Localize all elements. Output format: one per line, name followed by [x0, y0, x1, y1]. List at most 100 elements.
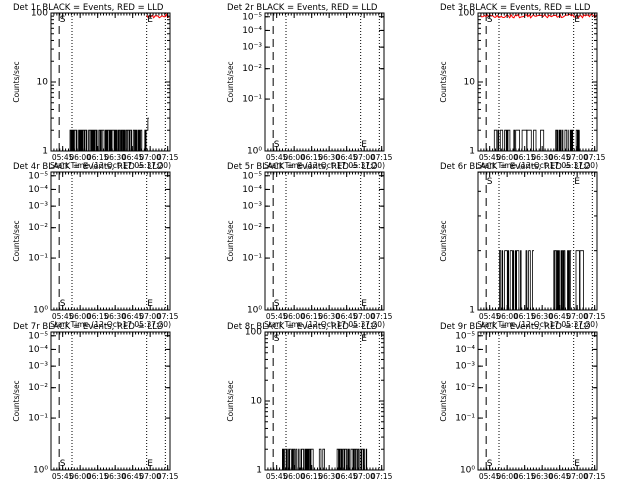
y-tick-label: 10	[37, 78, 49, 88]
end-marker-label: E	[361, 299, 367, 309]
end-marker-label: E	[361, 334, 367, 344]
chart-title: Det 1r BLACK = Events, RED = LLD	[13, 3, 164, 13]
start-marker-label: S	[274, 299, 280, 309]
x-tick-label: 05:45	[479, 153, 501, 162]
y-axis-label: Counts/sec	[226, 380, 235, 421]
y-tick-label: 10⁻⁴	[242, 26, 262, 36]
end-marker-label: E	[361, 140, 367, 150]
x-tick-label: 06:15	[301, 472, 323, 480]
plot-frame	[50, 171, 171, 311]
x-tick-label: 06:00	[283, 153, 305, 162]
y-tick-label: 10⁰	[247, 147, 262, 157]
end-marker-label: E	[574, 459, 580, 469]
x-tick-label: 06:45	[336, 312, 358, 321]
y-tick-label: 10⁻²	[455, 383, 475, 393]
y-axis-label: Counts/sec	[439, 61, 448, 102]
x-tick-label: 07:15	[157, 312, 179, 321]
y-tick-label: 10⁻³	[455, 362, 475, 372]
chart-panel-6: Det 6r BLACK = Events, RED = LLD Counts/s…	[439, 162, 606, 329]
event-trace-segment-2	[314, 448, 326, 471]
x-tick-label: 06:15	[514, 153, 536, 162]
y-tick-label: 10⁻³	[242, 202, 262, 212]
y-tick-label: 10⁻⁵	[242, 171, 262, 181]
chart-title: Det 9r BLACK = Events, RED = LLD	[440, 322, 591, 332]
x-tick-label: 05:45	[479, 312, 501, 321]
x-tick-label: 05:45	[266, 312, 288, 321]
y-tick-label: 10⁻²	[242, 223, 262, 233]
y-tick-label: 10⁻⁴	[28, 185, 48, 195]
x-tick-label: 07:15	[584, 153, 606, 162]
x-tick-label: 05:45	[52, 472, 74, 480]
y-tick-label: 10⁰	[33, 306, 48, 316]
chart-panel-3: Det 3r BLACK = Events, RED = LLD Counts/s…	[439, 3, 606, 170]
x-tick-label: 07:00	[566, 312, 588, 321]
end-marker-label: E	[147, 15, 153, 25]
y-tick-label: 10⁻²	[242, 64, 262, 74]
x-axis-label: Start Time (12-Oct-17 05:37:20)	[50, 320, 171, 329]
x-tick-label: 06:45	[336, 472, 358, 480]
x-tick-label: 06:00	[496, 312, 518, 321]
plot-frame	[477, 171, 598, 311]
y-tick-label: 1	[469, 306, 475, 316]
y-axis-label: Counts/sec	[12, 61, 21, 102]
x-tick-label: 06:00	[283, 472, 305, 480]
plot-frame	[477, 331, 598, 471]
x-tick-label: 07:00	[139, 472, 161, 480]
y-tick-label: 100	[458, 9, 475, 19]
x-tick-label: 06:00	[69, 153, 91, 162]
x-tick-label: 07:15	[584, 312, 606, 321]
y-tick-label: 10⁻²	[28, 223, 48, 233]
event-trace-segment-2	[526, 129, 545, 152]
plot-frame	[50, 331, 171, 471]
y-tick-label: 10⁻⁵	[242, 12, 262, 22]
event-trace-segment-1	[281, 448, 314, 471]
plot-frame	[264, 171, 385, 311]
end-marker-label: E	[147, 459, 153, 469]
y-tick-label: 10	[464, 78, 476, 88]
y-axis-label: Counts/sec	[439, 380, 448, 421]
x-tick-label: 07:15	[157, 153, 179, 162]
x-tick-label: 06:15	[87, 312, 109, 321]
x-tick-label: 06:30	[531, 153, 553, 162]
x-tick-label: 06:15	[301, 312, 323, 321]
y-tick-label: 10	[251, 397, 263, 407]
x-tick-label: 07:15	[371, 153, 393, 162]
start-marker-label: S	[274, 334, 280, 344]
chart-panel-5: Det 5r BLACK = Events, RED = LLD Counts/s…	[226, 162, 393, 329]
x-tick-label: 05:45	[266, 153, 288, 162]
event-trace-segment-1	[499, 250, 516, 311]
y-tick-label: 10⁻⁴	[455, 345, 475, 355]
start-marker-label: S	[487, 459, 493, 469]
x-tick-label: 06:15	[87, 472, 109, 480]
x-tick-label: 06:30	[104, 153, 126, 162]
x-tick-label: 06:15	[87, 153, 109, 162]
x-tick-label: 06:15	[301, 153, 323, 162]
y-tick-label: 10⁻³	[28, 202, 48, 212]
x-tick-label: 06:45	[549, 312, 571, 321]
x-axis-label: Start Time (12-Oct-17 05:37:20)	[264, 320, 385, 329]
x-tick-label: 07:00	[566, 153, 588, 162]
start-marker-label: S	[60, 15, 66, 25]
y-tick-label: 10⁻³	[28, 362, 48, 372]
x-tick-label: 05:45	[52, 312, 74, 321]
x-tick-label: 07:00	[353, 472, 375, 480]
x-tick-label: 05:45	[479, 472, 501, 480]
y-axis-label: Counts/sec	[226, 61, 235, 102]
x-tick-label: 06:00	[496, 472, 518, 480]
chart-title: Det 6r BLACK = Events, RED = LLD	[440, 162, 591, 172]
y-tick-label: 10⁻⁴	[28, 345, 48, 355]
x-tick-label: 06:00	[69, 472, 91, 480]
chart-title: Det 8r BLACK = Events, RED = LLD	[227, 322, 378, 332]
chart-title: Det 5r BLACK = Events, RED = LLD	[227, 162, 378, 172]
event-trace-segment-4	[573, 129, 580, 152]
y-tick-label: 10⁻⁵	[28, 331, 48, 341]
x-axis-label: Start Time (12-Oct-17 05:37:20)	[477, 161, 598, 170]
chart-title: Det 2r BLACK = Events, RED = LLD	[227, 3, 378, 13]
y-tick-label: 1	[42, 147, 48, 157]
y-tick-label: 10⁻²	[28, 383, 48, 393]
start-marker-label: S	[60, 299, 66, 309]
end-marker-label: E	[574, 177, 580, 187]
start-marker-label: S	[60, 459, 66, 469]
event-trace-segment-2	[514, 250, 534, 311]
